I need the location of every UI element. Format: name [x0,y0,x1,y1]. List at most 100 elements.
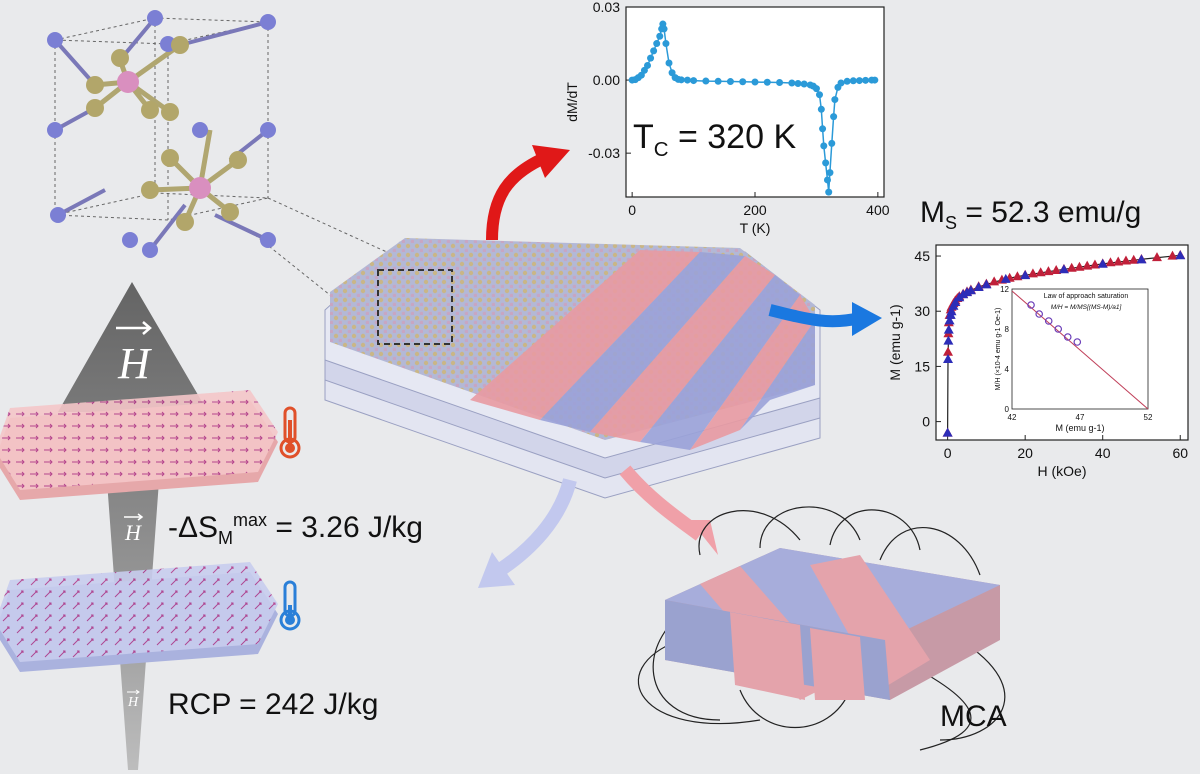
data-point-triangle [965,285,976,295]
data-point-triangle [1020,270,1031,280]
data-point [820,142,828,150]
x-tick-label: 0 [944,445,952,461]
y-tick-label: 30 [914,303,930,319]
data-point [819,125,827,133]
inset-x-tick-label: 52 [1144,413,1153,422]
x-axis-label: T (K) [740,220,771,236]
inset-data-point [1027,301,1035,309]
inset-y-tick-label: 8 [1005,325,1010,334]
svg-text:H: H [127,695,139,710]
mca-block [637,506,1006,751]
data-point [871,76,879,84]
data-point-triangle [946,306,957,316]
arrow-to-entropy-layers [478,478,577,588]
inset-y-axis-label: M/H (×10-4 emu g-1 Oe-1) [995,308,1002,391]
data-point [702,77,710,85]
y-tick-label: 0.00 [593,72,620,88]
data-point [828,139,836,147]
data-point [855,77,863,85]
data-point [812,85,820,93]
rcp-annotation: RCP = 242 J/kg [168,688,379,721]
data-point [816,91,823,99]
arrow-to-dmdt-plot [486,145,570,241]
data-point [849,77,857,85]
inset-y-tick-label: 4 [1005,365,1010,374]
data-point [823,176,831,184]
x-tick-label: 20 [1017,445,1033,461]
hot-thermometer-icon [279,406,301,459]
data-point-triangle [943,324,954,334]
data-point [665,59,673,67]
data-point-triangle [1128,254,1139,264]
inset-data-point [1035,310,1044,318]
field-symbol-medium: H [124,513,144,545]
inset-x-tick-label: 42 [1008,413,1017,422]
data-point [776,79,784,87]
cold-thermometer-icon [279,580,301,631]
data-point-triangle [1051,265,1062,275]
x-tick-label: 400 [866,202,890,218]
data-point-triangle [1120,255,1131,265]
x-tick-label: 0 [628,202,636,218]
data-point-triangle [1066,262,1077,272]
data-point-triangle [942,427,953,437]
data-point [660,25,668,33]
data-point-triangle [1105,257,1116,267]
inset-data-point [1063,333,1072,341]
inset-formula: M/H = M/MS[(MS-M)/a1] [1051,304,1122,311]
y-tick-label: -0.03 [588,145,620,161]
arrow-to-mh-plot [768,302,882,336]
data-point [826,169,834,177]
entropy-change-annotation: -ΔSMmax = 3.26 J/kg [168,510,423,548]
data-point-triangle [1136,254,1147,264]
inset-y-tick-label: 0 [1005,405,1010,414]
x-axis-label: H (kOe) [1038,463,1087,479]
inset-x-tick-label: 47 [1076,413,1085,422]
data-point-triangle [943,335,954,345]
data-point-triangle [1089,259,1100,269]
data-point [677,76,685,84]
data-point [831,96,839,104]
data-point [800,80,808,88]
data-point [862,76,870,84]
data-point [656,32,664,40]
y-tick-label: 45 [914,248,930,264]
mca-label: MCA [940,700,1007,733]
y-axis-label: dM/dT [564,82,580,122]
layered-film-stack [324,238,821,499]
data-point-triangle [944,315,955,325]
y-tick-label: 0.03 [593,0,620,15]
data-point [788,79,796,87]
data-point-triangle [1000,273,1011,283]
data-point [690,77,698,85]
data-point [830,113,838,121]
arrow-to-mca-block [619,465,718,555]
ordered-spin-layer [0,390,278,500]
data-point-triangle [1167,250,1178,260]
inset-x-axis-label: M (emu g-1) [1055,423,1104,433]
data-point [683,76,691,84]
data-point [751,78,759,86]
field-symbol-small: H [127,689,140,710]
x-tick-label: 40 [1095,445,1111,461]
inset-title: Law of approach saturation [1044,293,1129,300]
data-point-triangle [973,281,984,291]
data-point [644,61,651,69]
data-point-triangle [981,279,992,289]
data-point [794,79,802,87]
inset-data-point [1044,317,1053,325]
svg-text:H: H [117,339,152,388]
data-point-triangle [1027,268,1038,278]
inset-data-point [1054,325,1063,333]
x-tick-label: 200 [743,202,767,218]
data-point-triangle [1082,260,1093,270]
data-point [822,159,830,167]
inset-y-tick-label: 12 [1000,285,1009,294]
data-point [817,105,825,113]
data-point-triangle [1012,271,1023,281]
data-point-triangle [1035,267,1046,277]
data-point [825,188,833,196]
data-point [714,77,722,85]
y-tick-label: 0 [922,414,930,430]
